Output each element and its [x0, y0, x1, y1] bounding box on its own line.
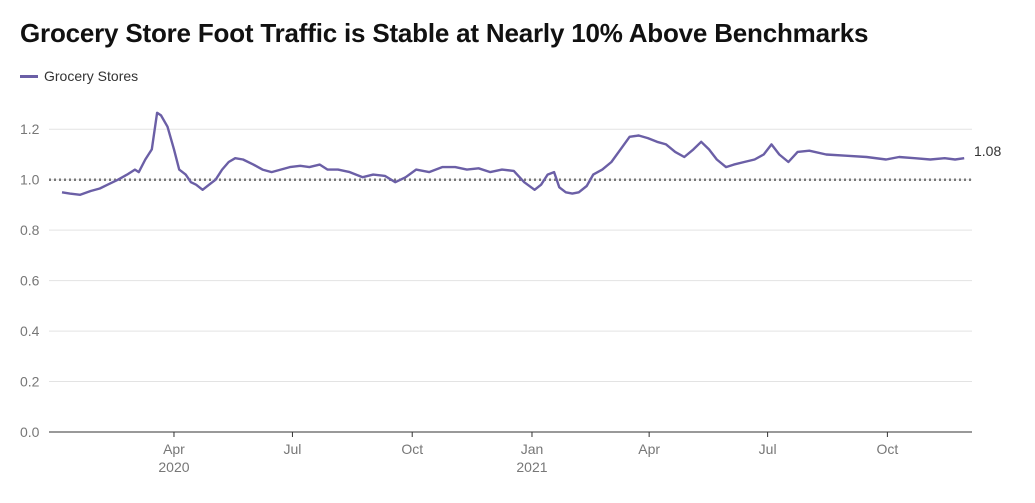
y-tick-label: 0.6	[20, 273, 40, 289]
x-tick-label: Apr	[638, 441, 660, 457]
x-tick-label: Oct	[876, 441, 898, 457]
y-tick-label: 1.0	[20, 172, 40, 188]
y-tick-label: 0.8	[20, 222, 40, 238]
x-tick-label: Jul	[283, 441, 301, 457]
y-axis-ticks: 0.0 0.2 0.4 0.6 0.8 1.0 1.2	[20, 121, 40, 440]
series-end-label: 1.08	[974, 143, 1001, 159]
series-line-grocery-stores	[61, 111, 965, 196]
y-tick-label: 0.4	[20, 323, 40, 339]
legend-label: Grocery Stores	[44, 68, 139, 84]
legend-swatch	[20, 74, 38, 78]
y-tick-label: 0.0	[20, 424, 40, 440]
chart-title: Grocery Store Foot Traffic is Stable at …	[20, 18, 869, 48]
x-tick-label: Oct	[401, 441, 423, 457]
x-axis-ticks: Apr 2020 Jul Oct Jan 2021 Apr Jul Oct	[158, 432, 898, 475]
x-tick-label: Jan	[521, 441, 544, 457]
x-tick-label: Apr	[163, 441, 185, 457]
y-tick-label: 0.2	[20, 374, 40, 390]
y-tick-label: 1.2	[20, 121, 40, 137]
x-tick-year-label: 2020	[158, 459, 189, 475]
x-tick-label: Jul	[759, 441, 777, 457]
legend: Grocery Stores	[20, 68, 138, 84]
gridlines	[49, 128, 972, 383]
x-tick-year-label: 2021	[516, 459, 547, 475]
